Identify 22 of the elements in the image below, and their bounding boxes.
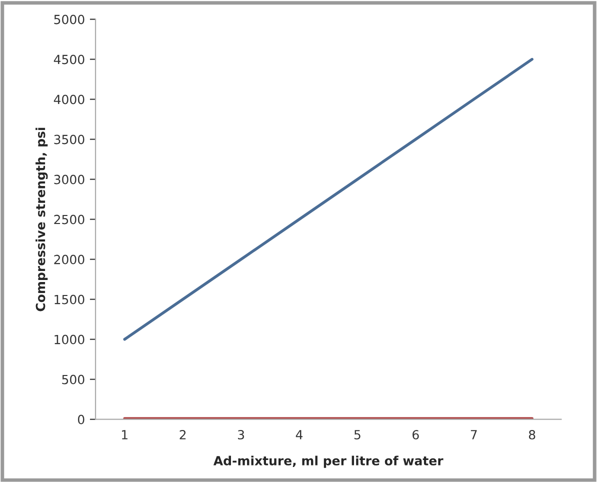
line-series [123,58,534,341]
y-tick-label: 3000 [54,174,84,184]
x-axis-title: Ad-mixture, ml per litre of water [213,456,444,468]
x-tick-label: 1 [122,430,128,440]
x-tick-label: 5 [354,430,360,440]
y-tick-label: 0 [78,414,84,424]
y-tick-label: 4000 [54,94,84,104]
y-tick-label: 2500 [54,214,84,224]
x-tick-label: 4 [296,430,303,440]
y-tick-label: 1000 [54,334,84,344]
x-tick-label: 2 [180,430,186,440]
y-axis-title: Compressive strength, psi [36,128,48,312]
y-tick-label: 4500 [54,54,84,64]
y-tick-label: 1500 [54,294,84,304]
y-tick-label: 5000 [54,14,84,24]
x-tick-label: 6 [412,430,419,440]
x-tick-label: 8 [528,430,536,440]
y-tick-label: 3500 [54,134,84,144]
y-tick-label: 500 [62,374,84,384]
x-tick-label: 3 [238,430,244,440]
y-tick-label: 2000 [54,254,84,264]
x-tick-label: 7 [470,430,477,440]
